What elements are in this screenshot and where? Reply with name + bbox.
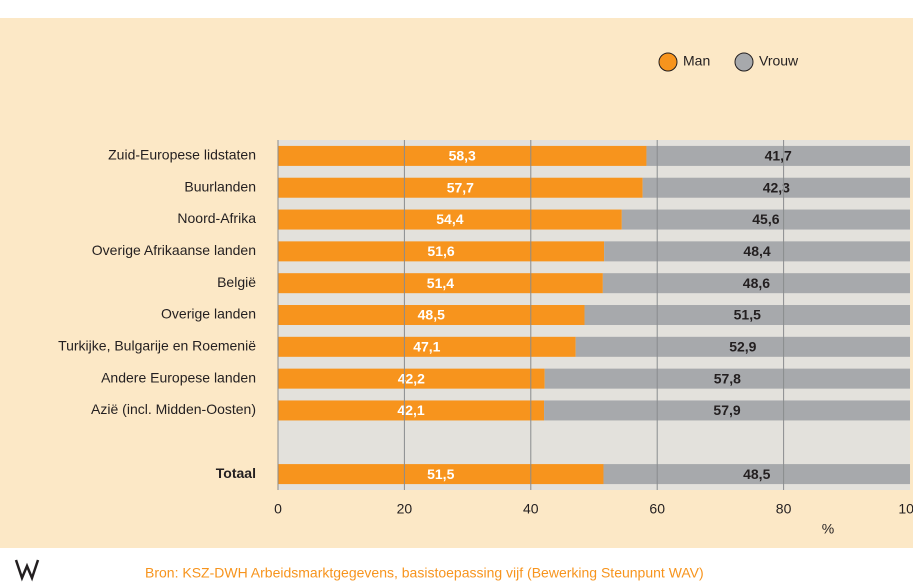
value-label: 42,2 bbox=[398, 370, 425, 386]
legend-label: Vrouw bbox=[759, 53, 799, 69]
value-label: 51,5 bbox=[427, 466, 454, 482]
value-label: 58,3 bbox=[449, 148, 476, 164]
bar-segment bbox=[278, 400, 545, 421]
value-label: 42,3 bbox=[763, 179, 790, 195]
value-label: 51,5 bbox=[734, 307, 761, 323]
legend-label: Man bbox=[683, 53, 710, 69]
value-label: 47,1 bbox=[413, 339, 440, 355]
value-label: 51,6 bbox=[427, 243, 454, 259]
x-tick-label: 40 bbox=[523, 501, 539, 517]
x-tick-label: 20 bbox=[397, 501, 413, 517]
value-label: 57,8 bbox=[714, 370, 741, 386]
bar-segment bbox=[278, 177, 643, 198]
y-tick-label: Overige landen bbox=[161, 306, 256, 322]
bar-segment bbox=[278, 209, 622, 230]
value-label: 41,7 bbox=[765, 148, 792, 164]
source-note: Bron: KSZ-DWH Arbeidsmarktgegevens, basi… bbox=[145, 565, 704, 581]
bar-segment bbox=[544, 400, 910, 421]
bar-segment bbox=[278, 145, 647, 166]
value-label: 42,1 bbox=[397, 402, 424, 418]
y-tick-label: Zuid-Europese lidstaten bbox=[108, 147, 256, 163]
x-tick-label: 0 bbox=[274, 501, 282, 517]
value-label: 48,5 bbox=[418, 307, 445, 323]
y-tick-label: Buurlanden bbox=[184, 178, 256, 194]
bar-segment bbox=[278, 368, 545, 389]
bar-segment bbox=[544, 368, 910, 389]
bar-segment bbox=[278, 336, 576, 357]
y-tick-label: Azië (incl. Midden-Oosten) bbox=[91, 401, 256, 417]
legend-swatch bbox=[658, 52, 678, 72]
value-label: 52,9 bbox=[729, 339, 756, 355]
bar-segment bbox=[603, 464, 910, 485]
value-label: 54,4 bbox=[436, 211, 463, 227]
bar-segment bbox=[642, 177, 910, 198]
y-tick-label: Noord-Afrika bbox=[177, 210, 256, 226]
y-tick-label: Turkijke, Bulgarije en Roemenië bbox=[58, 338, 256, 354]
value-label: 57,7 bbox=[447, 179, 474, 195]
bar-segment bbox=[621, 209, 910, 230]
y-tick-label: Totaal bbox=[216, 465, 256, 481]
bar-segment bbox=[584, 305, 910, 325]
x-axis-label: % bbox=[822, 521, 834, 537]
y-tick-label: België bbox=[217, 274, 256, 290]
bar-segment bbox=[602, 273, 910, 294]
value-label: 48,5 bbox=[743, 466, 770, 482]
bar-segment bbox=[278, 241, 605, 262]
value-label: 51,4 bbox=[427, 275, 454, 291]
bar-segment bbox=[604, 241, 910, 262]
value-label: 57,9 bbox=[713, 402, 740, 418]
value-label: 48,6 bbox=[743, 275, 770, 291]
logo bbox=[14, 559, 40, 582]
legend-swatch bbox=[734, 52, 754, 72]
y-tick-label: Overige Afrikaanse landen bbox=[92, 242, 256, 258]
x-tick-label: 60 bbox=[649, 501, 665, 517]
bar-segment bbox=[575, 336, 910, 357]
x-tick-label: 80 bbox=[776, 501, 792, 517]
value-label: 48,4 bbox=[743, 243, 770, 259]
bar-segment bbox=[646, 145, 910, 166]
x-tick-label: 100 bbox=[898, 501, 913, 517]
y-tick-label: Andere Europese landen bbox=[101, 369, 256, 385]
bar-segment bbox=[278, 305, 585, 325]
value-label: 45,6 bbox=[752, 211, 779, 227]
bar-segment bbox=[278, 273, 603, 294]
bar-segment bbox=[278, 464, 604, 485]
